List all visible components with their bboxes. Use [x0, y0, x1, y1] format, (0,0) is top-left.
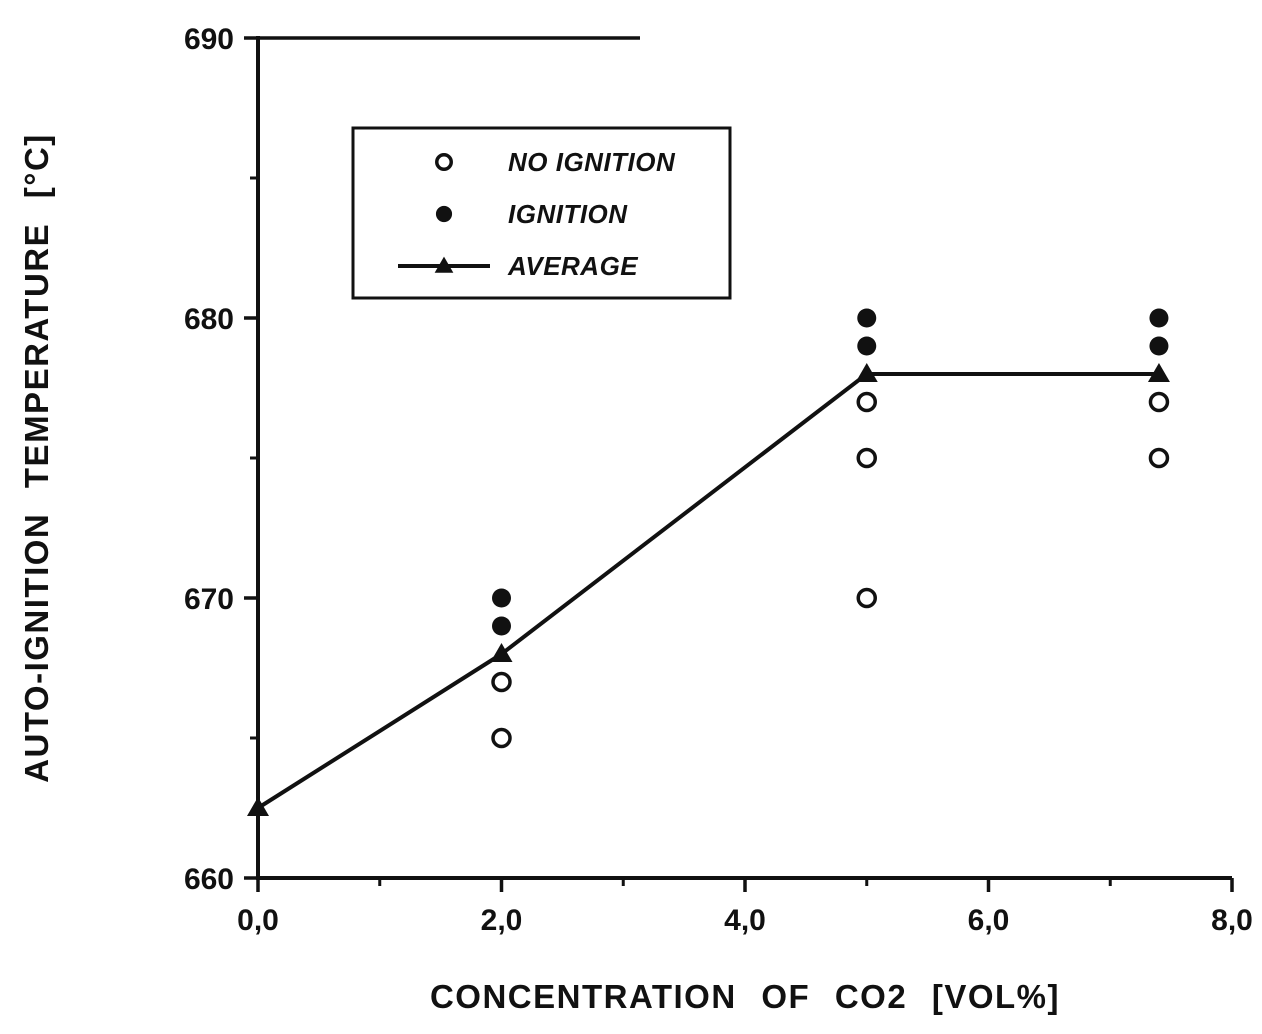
y-tick-label: 680: [184, 303, 234, 336]
open-circle-marker: [1148, 447, 1170, 469]
open-circle-marker: [856, 391, 877, 413]
x-tick-label: 6,0: [968, 904, 1010, 937]
y-tick-label: 690: [184, 23, 234, 56]
average-line: [256, 372, 1159, 810]
legend-item-ignition: IGNITION: [435, 199, 628, 229]
x-tick-label: 4,0: [724, 904, 766, 937]
filled-circle-marker: [1149, 308, 1169, 328]
series-no-ignition: [491, 391, 1170, 749]
x-axis-title: CONCENTRATION OF CO2 [VOL%]: [430, 978, 1060, 1015]
legend-label: AVERAGE: [507, 251, 638, 281]
open-circle-marker: [856, 447, 877, 469]
y-tick-label: 670: [184, 583, 234, 616]
legend-item-no-ignition: NO IGNITION: [435, 147, 676, 177]
legend-label: NO IGNITION: [508, 147, 676, 177]
legend: NO IGNITION IGNITION AVERAGE: [351, 126, 732, 300]
filled-circle-marker: [492, 588, 511, 608]
x-tick-label: 2,0: [481, 904, 523, 937]
legend-box: [351, 126, 732, 300]
filled-circle-marker: [492, 616, 511, 636]
open-circle-marker: [435, 153, 453, 171]
filled-triangle-marker: [1147, 363, 1170, 382]
series-ignition: [492, 308, 1169, 636]
filled-circle-marker: [857, 336, 877, 356]
open-circle-marker: [491, 671, 512, 693]
open-circle-marker: [1148, 391, 1170, 413]
filled-triangle-marker: [434, 256, 454, 273]
open-circle-marker: [856, 587, 877, 609]
series-average: [247, 363, 1170, 816]
filled-circle-marker: [435, 205, 453, 223]
legend-label: IGNITION: [508, 199, 628, 229]
y-tick-label: 660: [184, 863, 234, 896]
filled-circle-marker: [1149, 336, 1169, 356]
open-circle-marker: [491, 727, 512, 749]
legend-item-average: AVERAGE: [398, 251, 638, 281]
filled-triangle-marker: [247, 797, 269, 816]
x-tick-label: 0,0: [237, 904, 279, 937]
filled-circle-marker: [857, 308, 877, 328]
filled-triangle-marker: [855, 363, 878, 382]
y-axis-title: AUTO-IGNITION TEMPERATURE [°C]: [18, 133, 55, 783]
x-tick-label: 8,0: [1211, 904, 1253, 937]
filled-triangle-marker: [490, 643, 513, 662]
